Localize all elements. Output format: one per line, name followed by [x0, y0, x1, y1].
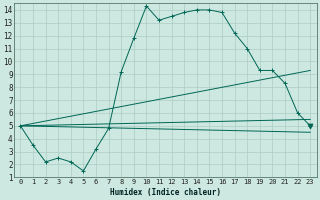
X-axis label: Humidex (Indice chaleur): Humidex (Indice chaleur)	[110, 188, 221, 197]
